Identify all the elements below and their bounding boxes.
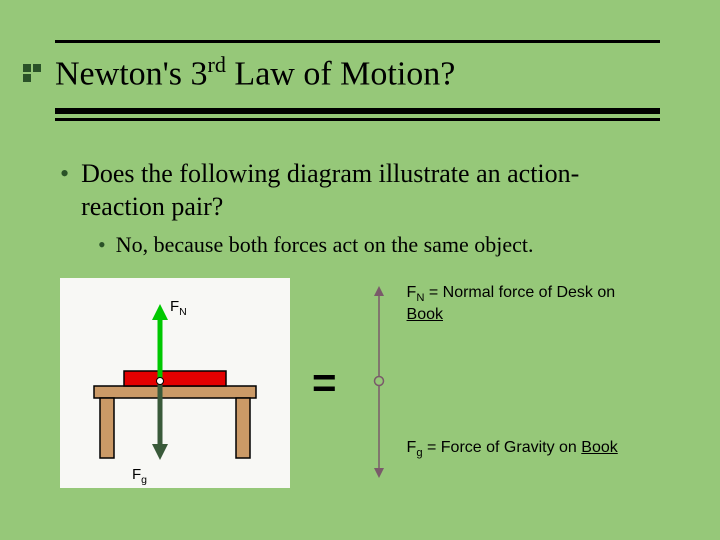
title-rule-thick (55, 108, 660, 114)
free-body-legend: FN = Normal force of Desk on Book Fg = F… (359, 278, 639, 488)
legend-fg: Fg = Force of Gravity on Book (407, 438, 627, 460)
bullet-level1: • Does the following diagram illustrate … (60, 158, 660, 223)
legend-fg-letter: F (407, 439, 417, 456)
slide: Newton's 3rd Law of Motion? • Does the f… (0, 0, 720, 540)
label-fn-sub: N (179, 306, 187, 318)
book-rect (124, 371, 226, 386)
legend-fg-underline: Book (581, 439, 617, 456)
bullet-dot-icon: • (60, 158, 69, 223)
thin-arrow-up-head (374, 286, 384, 296)
title-suffix: Law of Motion? (226, 55, 455, 92)
bullet1-text: Does the following diagram illustrate an… (81, 158, 660, 223)
origin-dot (157, 377, 164, 384)
legend-fn: FN = Normal force of Desk on Book (407, 283, 627, 325)
diagram-row: FN Fg = FN = Normal force of Desk on Boo… (0, 278, 720, 488)
label-fn: FN (170, 298, 187, 318)
table-top (94, 386, 256, 398)
legend-fn-letter: F (407, 284, 417, 301)
bullet-level2: • No, because both forces act on the sam… (98, 231, 660, 260)
thin-arrow-down-head (374, 468, 384, 478)
table-leg-left (100, 398, 114, 458)
arrow-fg-head (152, 444, 168, 460)
title-rule-top (55, 40, 660, 43)
title-rule-thin (55, 118, 660, 121)
title-bullet-icon (23, 64, 41, 82)
label-fg-letter: F (132, 466, 141, 483)
label-fg-sub: g (141, 474, 147, 486)
legend-fn-underline: Book (407, 306, 443, 323)
equals-sign: = (312, 359, 337, 407)
thin-arrows-svg (359, 278, 399, 488)
table-leg-right (236, 398, 250, 458)
title-prefix: Newton's 3 (55, 55, 208, 92)
title-sup: rd (208, 52, 226, 77)
legend-fn-text: = Normal force of Desk on (424, 284, 615, 301)
label-fn-letter: F (170, 298, 179, 315)
arrow-fn-head (152, 304, 168, 320)
legend-fg-text: = Force of Gravity on (423, 439, 582, 456)
content-area: • Does the following diagram illustrate … (0, 113, 720, 260)
table-book-diagram: FN Fg (60, 278, 290, 488)
thin-origin-dot (374, 376, 383, 385)
label-fg: Fg (132, 466, 147, 486)
title-block: Newton's 3rd Law of Motion? (0, 30, 720, 113)
bullet-dot-icon: • (98, 231, 106, 260)
bullet2-text: No, because both forces act on the same … (116, 231, 534, 260)
